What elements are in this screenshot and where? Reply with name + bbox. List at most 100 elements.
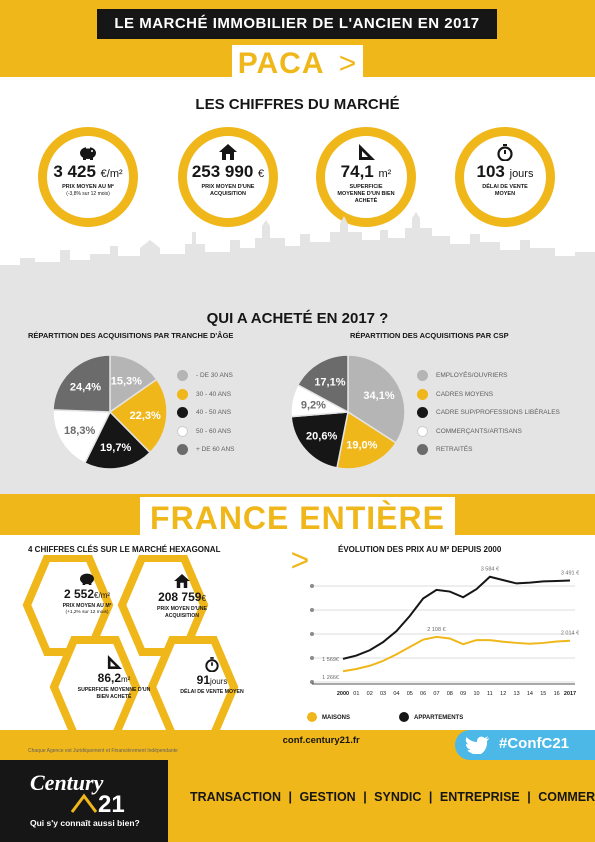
link-gestion[interactable]: GESTION <box>299 790 356 804</box>
x-tick-label: 04 <box>393 691 399 697</box>
link-entreprise[interactable]: ENTREPRISE <box>439 790 520 804</box>
pie-slice-label: 20,6% <box>306 431 337 443</box>
legend-label: + DE 60 ANS <box>196 446 235 454</box>
stat-unit: € <box>201 594 206 603</box>
series-line-maisons <box>342 635 571 673</box>
stat-value: 103 <box>476 162 505 181</box>
link-commerce[interactable]: COMMERCE <box>538 790 595 804</box>
link-separator: | <box>428 790 433 804</box>
price-evolution-title: ÉVOLUTION DES PRIX AU M² DEPUIS 2000 <box>338 545 502 554</box>
legend-item: EMPLOYÉS/OUVRIERS <box>417 370 560 382</box>
svg-text:Century: Century <box>30 770 104 795</box>
pie-slice-label: 19,0% <box>346 440 377 452</box>
data-label: 1 569€ <box>322 657 339 663</box>
x-tick-label: 01 <box>353 691 359 697</box>
x-tick-label: 15 <box>540 691 546 697</box>
price-evolution-line-chart: 2000 01 02 03 04 05 06 07 08 09 10 11 12 13 14 15 16 2017… <box>307 567 579 722</box>
stat-unit: m² <box>121 675 131 684</box>
legend-item: - DE 30 ANS <box>177 370 234 382</box>
legend-swatch <box>177 388 188 400</box>
twitter-badge[interactable]: #ConfC21 <box>455 730 595 760</box>
link-syndic[interactable]: SYNDIC <box>374 790 422 804</box>
stat-unit: m² <box>378 168 392 180</box>
house-icon <box>142 574 222 590</box>
pie-slice <box>336 410 397 470</box>
stat-label: SUPERFICIE MOYENNE D'UN BIEN ACHETÉ <box>77 687 151 700</box>
legend-swatch <box>399 712 409 722</box>
brand-tagline: Qui s'y connaît aussi bien? <box>30 818 140 828</box>
legend-swatch <box>307 712 317 722</box>
website-link[interactable]: conf.century21.fr <box>282 735 360 746</box>
hexagon-delay <box>147 636 239 730</box>
legend-swatch <box>417 388 428 400</box>
x-tick-label: 08 <box>447 691 453 697</box>
region-title: PACA > <box>232 45 363 83</box>
grid-dot <box>310 680 314 684</box>
stat-unit: €/m² <box>100 168 123 180</box>
hex-stat-price-m2: 2 552€/m² PRIX MOYEN AU M² (+1,2% sur 12… <box>47 571 127 616</box>
legend-label: CADRES MOYENS <box>436 390 494 398</box>
century21-logo: Century 21 <box>30 770 125 814</box>
link-separator: | <box>288 790 292 804</box>
link-transaction[interactable]: TRANSACTION <box>190 790 281 804</box>
chevron-right-icon: > <box>338 47 358 80</box>
data-label: 1 266€ <box>322 675 339 681</box>
stat-value: 253 990 <box>191 162 254 181</box>
pie-slice <box>83 410 152 470</box>
data-label: 2 014 € <box>561 631 579 637</box>
pie-slice-label: 9,2% <box>301 400 326 412</box>
grid-dot <box>310 632 314 636</box>
csp-chart-title: RÉPARTITION DES ACQUISITIONS PAR CSP <box>350 331 509 340</box>
piggy-bank-icon <box>47 144 129 162</box>
pie-slice-label: 19,7% <box>100 442 131 454</box>
legend-label: - DE 30 ANS <box>196 372 233 380</box>
stat-value: 91 <box>196 673 210 687</box>
legend-label: APPARTEMENTS <box>414 715 463 721</box>
stat-circle-price-m2: 3 425 €/m² PRIX MOYEN AU M² (-3,8% sur 1… <box>38 127 138 227</box>
legend-item: RETRAITÉS <box>417 444 560 456</box>
grid-dot <box>310 656 314 660</box>
stat-circle-acquisition: 253 990 € PRIX MOYEN D'UNE ACQUISITION <box>178 127 278 227</box>
website-line: Retrouvez tous les chiffres et l'actuali… <box>28 735 388 746</box>
hashtag: #ConfC21 <box>499 735 570 752</box>
brand-block: Century 21 Qui s'y connaît aussi bien? <box>0 760 168 842</box>
region-name: PACA <box>237 47 324 80</box>
x-tick-label: 13 <box>514 691 520 697</box>
series-line-appartements <box>342 575 571 660</box>
stat-unit: jours <box>509 168 534 180</box>
stat-label: PRIX MOYEN AU M² <box>62 184 114 190</box>
stat-label: DÉLAI DE VENTE MOYEN <box>482 184 528 197</box>
key-figures-title: 4 CHIFFRES CLÉS SUR LE MARCHÉ HEXAGONAL <box>28 545 221 554</box>
stat-label: PRIX MOYEN AU M² <box>62 603 112 609</box>
twitter-bird-icon <box>465 736 489 759</box>
data-label: 3 491 € <box>561 571 579 577</box>
x-tick-label: 16 <box>554 691 560 697</box>
pie-slice <box>290 411 349 469</box>
age-legend: - DE 30 ANS 30 - 40 ANS 40 - 50 ANS 50 - 60… <box>177 370 234 463</box>
data-label: 3 584 € <box>481 567 499 573</box>
legend-item: CADRE SUP/PROFESSIONS LIBÉRALES <box>417 407 560 419</box>
chevron-right-icon: > <box>290 542 311 578</box>
legend-swatch <box>177 407 188 418</box>
piggy-bank-icon <box>47 571 127 587</box>
hex-stat-delay: 91jours DÉLAI DE VENTE MOYEN <box>172 657 252 696</box>
legend-item: 30 - 40 ANS <box>177 388 234 401</box>
x-tick-label: 14 <box>527 691 533 697</box>
legend-swatch <box>417 425 428 437</box>
website-suffix: et sur <box>362 735 389 746</box>
region-box <box>232 45 363 83</box>
stat-value: 3 425 <box>53 162 96 181</box>
stat-label: PRIX MOYEN D'UNE ACQUISITION <box>201 184 255 197</box>
pie-slice <box>296 354 349 414</box>
legend-item: COMMERÇANTS/ARTISANS <box>417 425 560 438</box>
pie-slice <box>108 378 168 454</box>
legend-label: CADRE SUP/PROFESSIONS LIBÉRALES <box>436 409 560 417</box>
legend-item: CADRES MOYENS <box>417 388 560 401</box>
legend-swatch <box>417 444 428 455</box>
x-tick-label: 10 <box>473 691 479 697</box>
link-separator: | <box>363 790 367 804</box>
main-title: LE MARCHÉ IMMOBILIER DE L'ANCIEN EN 2017 <box>97 9 497 39</box>
hexagon-surface <box>49 636 141 730</box>
pie-slice-label: 24,4% <box>70 382 101 394</box>
x-tick-label: 09 <box>460 691 466 697</box>
